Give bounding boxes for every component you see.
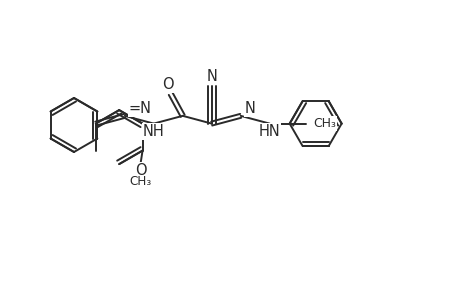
Text: NH: NH — [143, 124, 164, 139]
Text: =N: =N — [129, 101, 151, 116]
Text: HN: HN — [258, 124, 280, 139]
Text: N: N — [244, 101, 255, 116]
Text: O: O — [134, 163, 146, 178]
Text: O: O — [162, 77, 173, 92]
Text: CH₃: CH₃ — [313, 117, 336, 130]
Text: N: N — [206, 69, 217, 84]
Text: CH₃: CH₃ — [129, 175, 151, 188]
